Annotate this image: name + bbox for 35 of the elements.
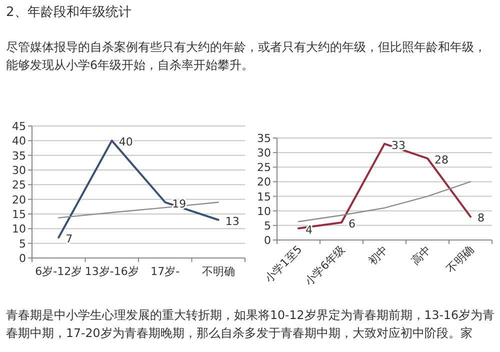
y-tick-label: 15 xyxy=(12,208,26,221)
y-tick-label: 25 xyxy=(257,161,271,174)
y-tick-label: 5 xyxy=(19,237,26,250)
x-tick-label: 不明确 xyxy=(202,265,235,278)
y-tick-label: 10 xyxy=(257,204,271,218)
data-label: 28 xyxy=(434,153,448,166)
chart-title: 2、年龄段和年级统计 xyxy=(6,4,132,22)
x-tick-label: 6岁-12岁 xyxy=(35,265,82,278)
y-tick-label: 40 xyxy=(12,134,26,148)
x-tick-label: 高中 xyxy=(408,242,434,268)
y-tick-label: 35 xyxy=(12,149,26,162)
data-label: 7 xyxy=(66,232,73,246)
chart-subtitle: 尽管媒体报导的自杀案例有些只有大约的年龄，或者只有大约的年级，但比照年龄和年级，能够发现从小学6年级开始，自杀率开始攀升。 xyxy=(6,39,487,74)
y-tick-label: 25 xyxy=(12,178,26,192)
y-tick-label: 10 xyxy=(12,222,26,236)
y-tick-label: 35 xyxy=(257,132,271,145)
y-tick-label: 45 xyxy=(12,120,26,133)
y-tick-label: 20 xyxy=(257,176,271,189)
y-tick-label: 30 xyxy=(12,164,26,177)
y-tick-label: 0 xyxy=(19,252,26,265)
x-tick-label: 17岁- xyxy=(150,265,180,278)
y-tick-label: 20 xyxy=(12,193,26,206)
data-label: 40 xyxy=(118,136,133,149)
data-label: 13 xyxy=(225,214,240,228)
x-tick-label: 初中 xyxy=(366,242,391,268)
y-tick-label: 15 xyxy=(257,190,271,204)
y-tick-label: 5 xyxy=(264,219,271,232)
x-tick-label: 不明确 xyxy=(444,242,477,276)
text: 青春期是中小学生心理发展的重大转折期，如果将10-12岁界定为青春期前期，13-16岁为青春期中期，17-20岁为青春期晚期，那么自杀多发于青春期中期，大致对应初中阶段。家 xyxy=(6,307,496,342)
line-series xyxy=(58,202,219,218)
y-tick-label: 30 xyxy=(257,146,271,160)
x-tick-label: 13岁-16岁 xyxy=(84,265,139,278)
data-label: 8 xyxy=(478,212,484,225)
x-tick-label: 小学6年级 xyxy=(302,242,348,288)
data-label: 6 xyxy=(348,218,356,231)
